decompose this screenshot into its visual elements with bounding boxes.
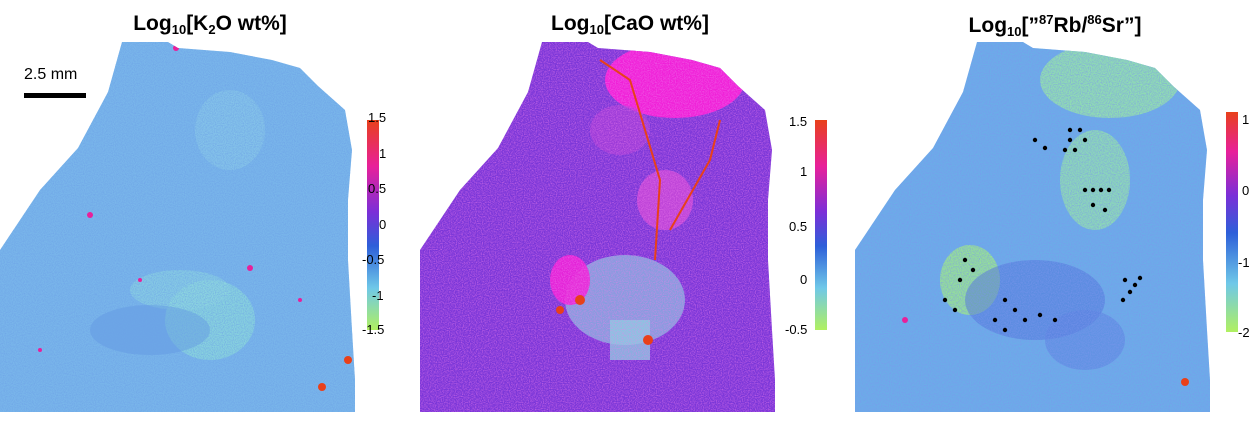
scale-bar-label: 2.5 mm: [24, 66, 78, 83]
cao-tick: 1: [800, 164, 808, 179]
k2o-tick: 0.5: [368, 181, 387, 196]
k2o-tick: 0: [379, 217, 387, 232]
k2o-tick: -1: [372, 288, 384, 303]
sample-points: [942, 127, 1143, 333]
k2o-tick: 1: [379, 146, 387, 161]
panel-k2o: Log10[K2O wt%]: [0, 0, 420, 427]
cao-colorbar: [815, 120, 827, 330]
panel-cao-title: Log10[CaO wt%]: [551, 12, 709, 37]
cao-tick: 0: [800, 272, 808, 287]
cao-tick: 1.5: [789, 114, 808, 129]
rbsr-map-image: [855, 42, 1210, 412]
rbsr-tick: -1: [1238, 255, 1250, 270]
cao-map-image: [420, 42, 775, 412]
scale-bar-line: [24, 93, 86, 98]
k2o-colorbar: [367, 120, 379, 330]
cao-tick: -0.5: [785, 322, 808, 337]
k2o-map-image: [0, 42, 355, 412]
k2o-tick: -1.5: [362, 322, 385, 337]
cao-tick: 0.5: [789, 219, 808, 234]
k2o-tick: 1.5: [368, 110, 387, 125]
rbsr-tick: 1: [1242, 112, 1250, 127]
rbsr-tick: -2: [1238, 325, 1250, 340]
panel-rbsr: Log10[”87Rb/86Sr”]: [855, 0, 1253, 427]
rbsr-tick: 0: [1242, 183, 1250, 198]
panel-k2o-title: Log10[K2O wt%]: [133, 12, 287, 37]
rbsr-colorbar: [1226, 112, 1238, 332]
panel-rbsr-title: Log10[”87Rb/86Sr”]: [968, 12, 1142, 39]
k2o-tick: -0.5: [362, 252, 385, 267]
panel-cao: Log10[CaO wt%] 1.5: [420, 0, 840, 427]
